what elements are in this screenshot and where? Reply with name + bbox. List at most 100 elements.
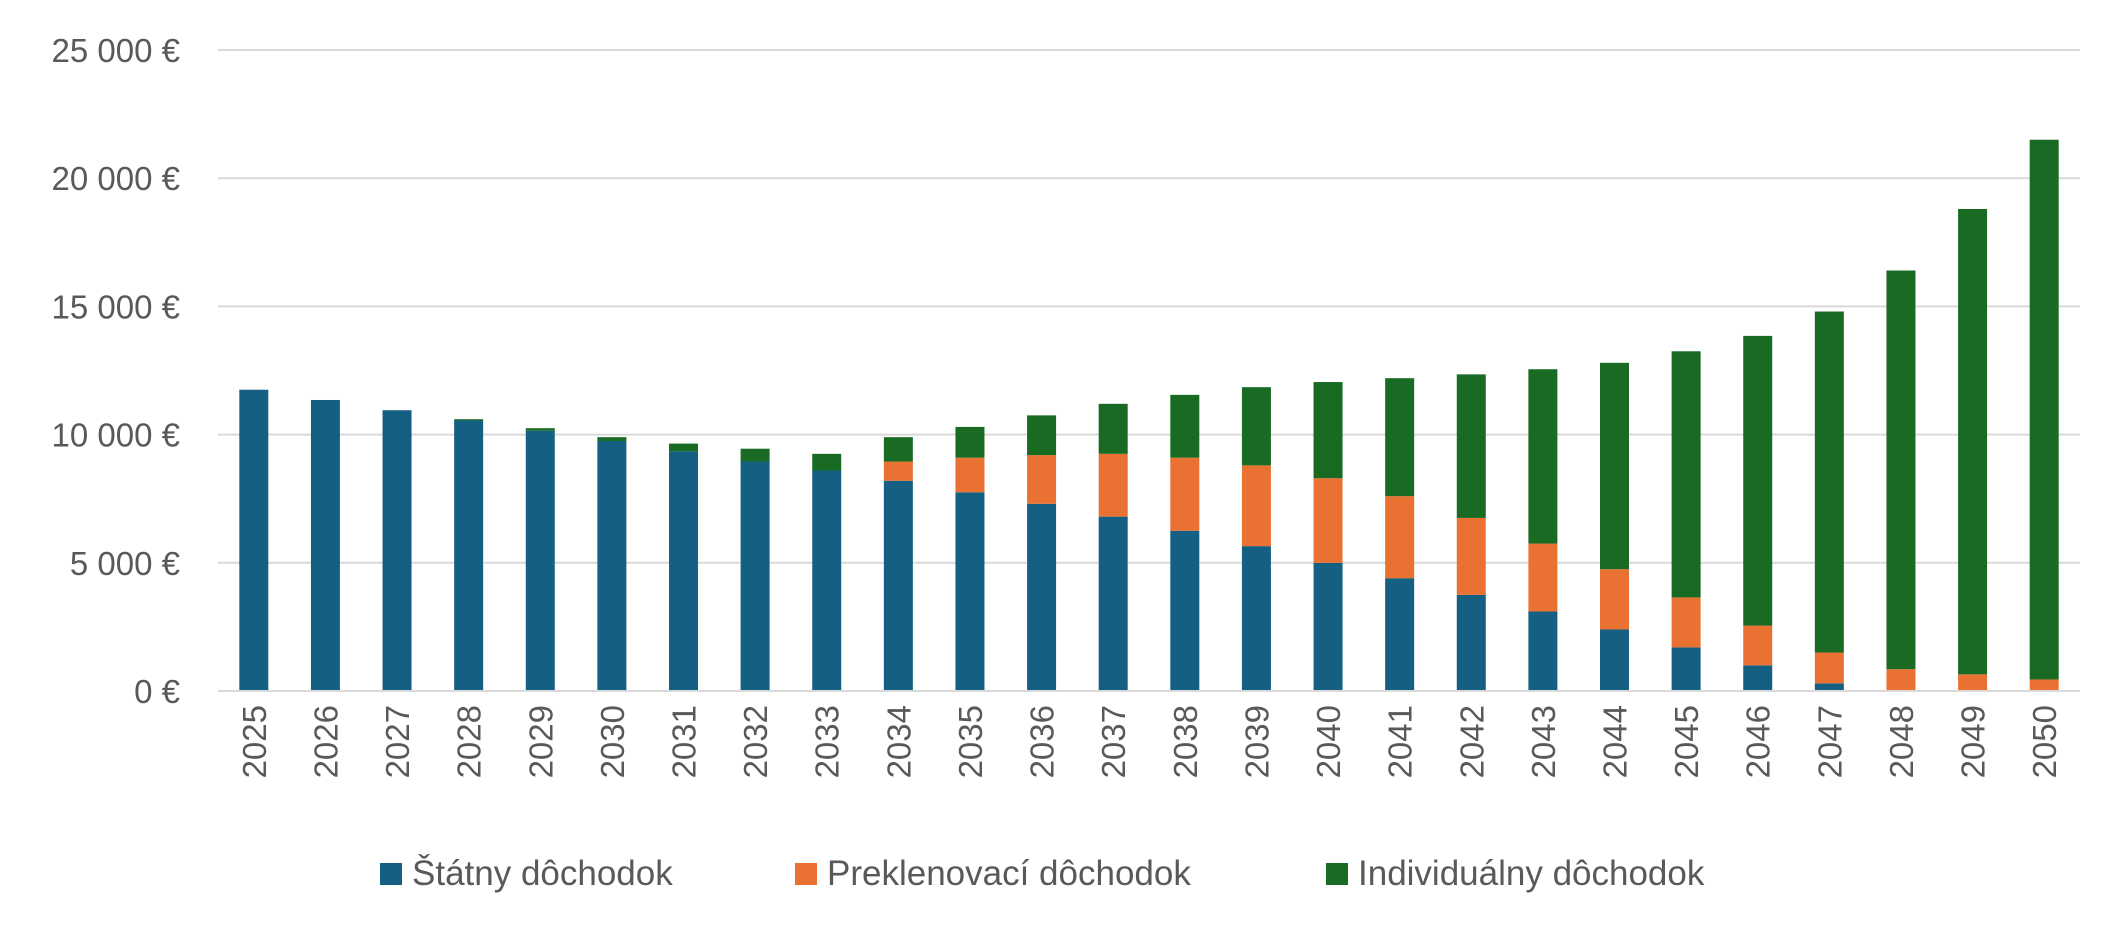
bar-segment-2-2046: [1743, 625, 1773, 666]
bar-segment-2-2045: [1671, 597, 1701, 648]
bar-segment-1-2034: [883, 480, 913, 691]
x-tick-label: 2037: [1095, 705, 1132, 778]
bar-segment-1-2035: [955, 492, 985, 691]
gridlines: [218, 49, 2080, 564]
x-tick-label: 2038: [1167, 705, 1204, 778]
legend-swatch-3: [1326, 863, 1348, 885]
bar-segment-2-2043: [1528, 543, 1558, 612]
bar-segment-1-2025: [239, 389, 269, 691]
bar-segment-3-2031: [669, 443, 698, 452]
bar-segment-3-2040: [1313, 382, 1343, 479]
x-tick-label: 2040: [1310, 705, 1347, 778]
bar-segment-2-2041: [1385, 496, 1415, 579]
x-tick-label: 2034: [880, 705, 917, 778]
bar-segment-2-2037: [1098, 453, 1128, 517]
x-axis-tick-labels: 2025 2026 2027 2028 2029 2030 2031 2032 2033 2034…: [236, 705, 2063, 778]
legend-label-3: Individuálny dôchodok: [1358, 854, 1705, 893]
bar-segment-1-2040: [1313, 562, 1343, 691]
bar-segment-1-2026: [310, 399, 340, 691]
y-tick-label: 5 000 €: [70, 545, 180, 582]
bar-segment-2-2038: [1170, 457, 1200, 531]
x-tick-label: 2039: [1238, 705, 1275, 778]
x-tick-label: 2025: [236, 705, 273, 778]
x-tick-label: 2033: [809, 705, 846, 778]
bar-segment-3-2041: [1385, 378, 1415, 497]
bar-segment-1-2047: [1814, 683, 1844, 691]
bar-segment-2-2047: [1814, 652, 1844, 684]
y-tick-label: 10 000 €: [52, 417, 180, 454]
x-tick-label: 2028: [451, 705, 488, 778]
y-axis-tick-labels: 0 € 5 000 € 10 000 € 15 000 € 20 000 € 25 000…: [52, 32, 180, 710]
bar-segment-1-2028: [454, 420, 484, 691]
bar-segment-1-2043: [1528, 611, 1558, 691]
bar-segment-1-2041: [1385, 578, 1415, 691]
bar-segment-3-2047: [1814, 311, 1844, 653]
bar-segment-1-2039: [1241, 546, 1271, 691]
legend-label-1: Štátny dôchodok: [412, 854, 673, 893]
bar-segment-3-2032: [740, 448, 770, 462]
bar-segment-2-2035: [955, 457, 985, 493]
y-tick-label: 0 €: [134, 673, 180, 710]
bar-segment-2-2039: [1241, 465, 1271, 547]
legend-label-2: Preklenovací dôchodok: [827, 854, 1191, 893]
bar-segment-3-2037: [1098, 403, 1128, 454]
x-tick-label: 2036: [1024, 705, 1061, 778]
legend-swatch-2: [795, 863, 817, 885]
x-tick-label: 2026: [307, 705, 344, 778]
x-tick-label: 2031: [666, 705, 703, 778]
bar-segment-3-2044: [1600, 362, 1629, 570]
x-tick-label: 2047: [1811, 705, 1848, 778]
x-tick-label: 2049: [1955, 705, 1992, 778]
bar-segment-2-2042: [1456, 517, 1486, 595]
bar-segment-3-2028: [454, 419, 484, 421]
bar-segment-3-2039: [1241, 387, 1271, 466]
bar-segment-1-2027: [382, 410, 412, 691]
x-tick-label: 2030: [594, 705, 631, 778]
bar-segment-3-2049: [1958, 208, 1988, 675]
bars: [239, 139, 2059, 691]
bar-segment-1-2030: [597, 441, 627, 691]
bar-segment-1-2037: [1098, 516, 1128, 691]
y-tick-label: 25 000 €: [52, 32, 180, 69]
bar-segment-1-2038: [1170, 530, 1200, 691]
x-tick-label: 2035: [952, 705, 989, 778]
bar-segment-3-2033: [812, 453, 842, 471]
bar-segment-3-2048: [1886, 270, 1916, 670]
bar-segment-2-2049: [1958, 674, 1988, 691]
x-tick-label: 2029: [522, 705, 559, 778]
x-tick-label: 2048: [1883, 705, 1920, 778]
bar-segment-2-2048: [1886, 669, 1916, 691]
bar-segment-1-2044: [1600, 629, 1629, 691]
bar-segment-1-2036: [1027, 503, 1057, 691]
x-tick-label: 2042: [1453, 705, 1490, 778]
bar-segment-3-2046: [1743, 335, 1773, 626]
bar-segment-3-2042: [1456, 374, 1486, 518]
x-tick-label: 2046: [1740, 705, 1777, 778]
bar-segment-1-2045: [1671, 647, 1701, 691]
bar-segment-3-2030: [597, 437, 627, 442]
x-tick-label: 2045: [1668, 705, 1705, 778]
x-tick-label: 2044: [1597, 705, 1634, 778]
y-tick-label: 15 000 €: [52, 288, 180, 325]
x-tick-label: 2043: [1525, 705, 1562, 778]
bar-segment-2-2044: [1600, 569, 1629, 630]
bar-segment-3-2034: [883, 437, 913, 462]
x-tick-label: 2032: [737, 705, 774, 778]
bar-segment-3-2038: [1170, 394, 1200, 458]
bar-segment-1-2031: [669, 451, 698, 691]
bar-segment-2-2050: [2029, 679, 2059, 691]
legend: Štátny dôchodok Preklenovací dôchodok Indi…: [380, 854, 1705, 893]
x-tick-label: 2027: [379, 705, 416, 778]
bar-segment-1-2029: [525, 430, 555, 691]
bar-segment-1-2033: [812, 470, 842, 691]
bar-segment-2-2036: [1027, 455, 1057, 504]
bar-segment-1-2046: [1743, 665, 1773, 691]
y-tick-label: 20 000 €: [52, 160, 180, 197]
x-tick-label: 2041: [1382, 705, 1419, 778]
x-tick-label: 2050: [2026, 705, 2063, 778]
bar-segment-3-2043: [1528, 369, 1558, 544]
bar-segment-2-2034: [883, 461, 913, 481]
bar-segment-1-2032: [740, 461, 770, 691]
bar-segment-3-2036: [1027, 415, 1057, 456]
